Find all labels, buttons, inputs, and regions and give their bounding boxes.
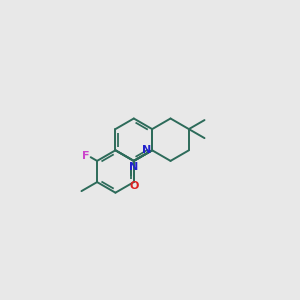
Text: F: F (82, 151, 89, 161)
Text: N: N (129, 162, 138, 172)
Text: N: N (142, 145, 152, 155)
Text: O: O (129, 182, 139, 191)
